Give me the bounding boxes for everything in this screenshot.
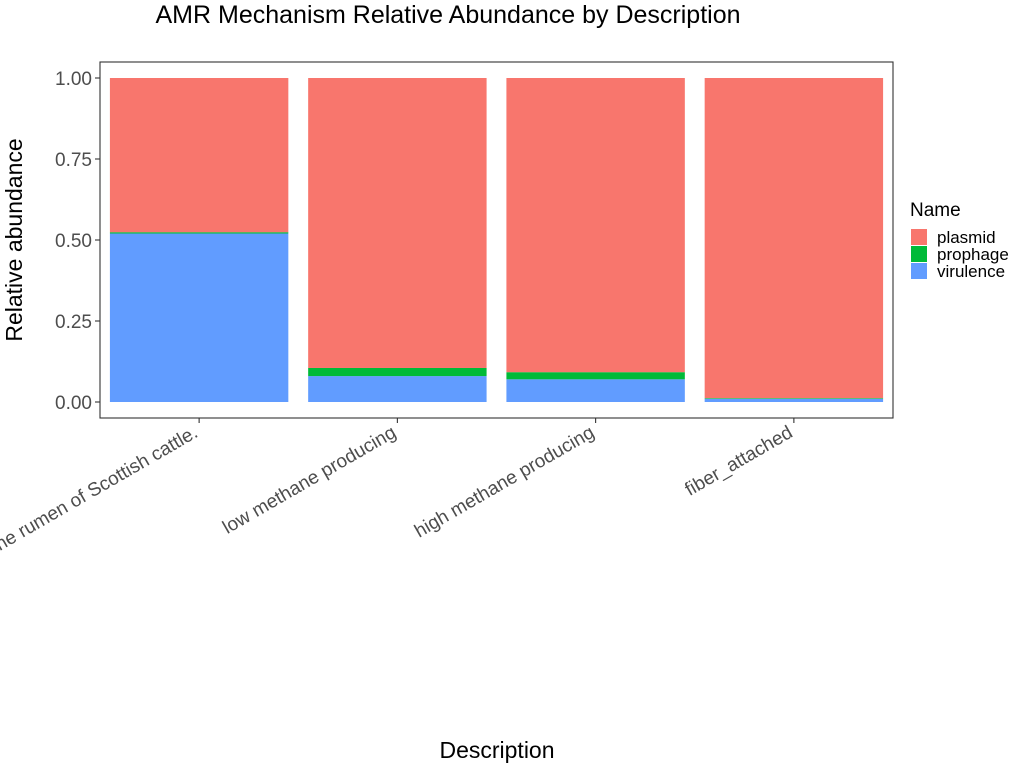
bar-plasmid-1 — [308, 78, 487, 368]
bar-prophage-1 — [308, 367, 487, 377]
legend-key-prophage — [911, 246, 927, 262]
x-axis-title: Description — [439, 737, 554, 763]
chart-title: AMR Mechanism Relative Abundance by Desc… — [156, 1, 741, 29]
y-tick-label-0: 0.00 — [55, 393, 92, 414]
legend-label-prophage: prophage — [937, 245, 1009, 264]
y-tick-label-3: 0.75 — [55, 150, 92, 171]
bar-virulence-1 — [308, 376, 487, 402]
y-tick-label-2: 0.50 — [55, 231, 92, 252]
bar-plasmid-3 — [704, 78, 884, 399]
x-tick-label-2: high methane producing — [411, 422, 598, 542]
bar-prophage-0 — [109, 232, 289, 234]
x-tick-label-1: low methane producing — [219, 422, 400, 538]
legend-title: Name — [910, 200, 961, 221]
legend-key-plasmid — [911, 229, 927, 245]
y-tick-label-1: 0.25 — [55, 312, 92, 333]
bar-prophage-2 — [506, 372, 685, 380]
bar-virulence-3 — [704, 398, 884, 402]
legend-label-virulence: virulence — [937, 262, 1005, 281]
plot-area: the rumen of Scottish cattle. low methane… — [0, 61, 894, 558]
bar-virulence-2 — [506, 379, 685, 402]
y-tick-label-4: 1.00 — [55, 69, 92, 90]
y-axis-title: Relative abundance — [1, 138, 27, 341]
bar-plasmid-0 — [109, 78, 289, 233]
bar-plasmid-2 — [506, 78, 685, 373]
x-tick-label-0: the rumen of Scottish cattle. — [0, 422, 202, 558]
x-tick-label-3: fiber_attached — [682, 422, 797, 500]
legend-label-plasmid: plasmid — [937, 228, 996, 247]
legend-key-virulence — [911, 263, 927, 279]
bar-virulence-0 — [109, 233, 289, 402]
bar-prophage-3 — [704, 398, 884, 399]
